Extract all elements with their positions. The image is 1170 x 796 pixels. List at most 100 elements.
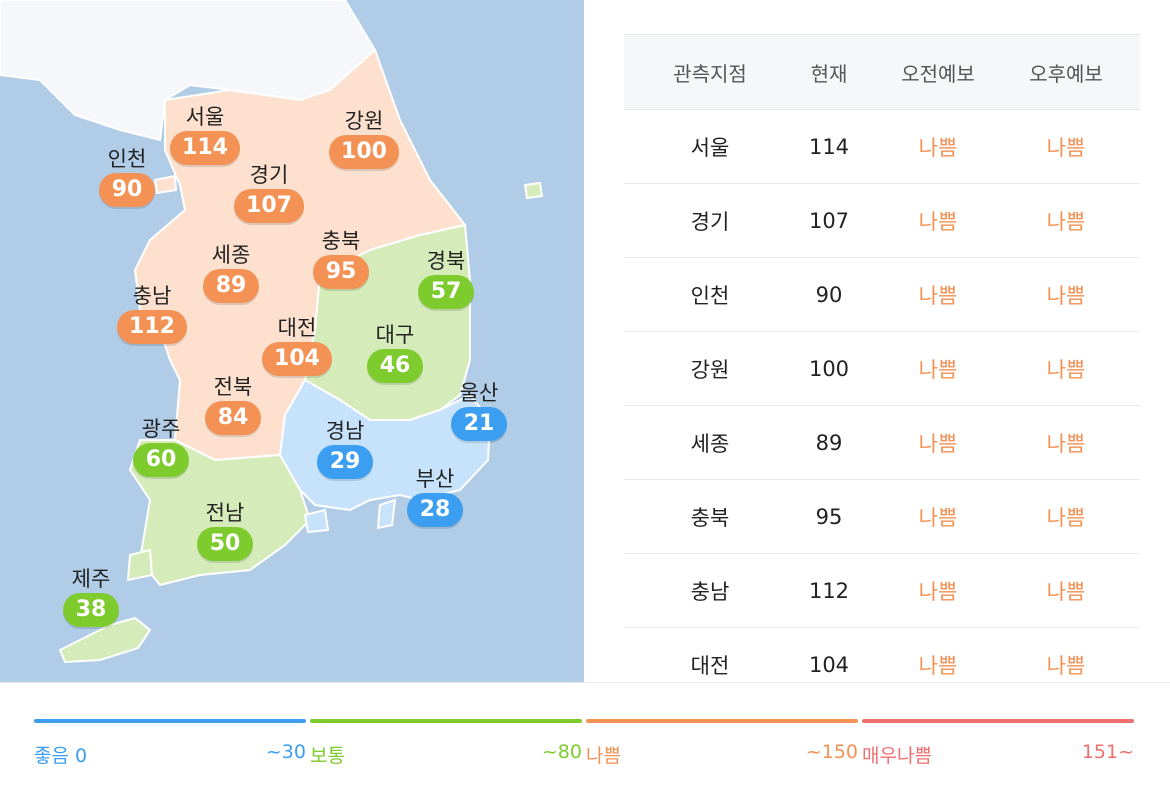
legend-bar [586,719,858,723]
pm-forecast-cell: 나쁨 [1046,653,1086,678]
region-marker[interactable]: 광주 60 [133,416,189,477]
incheon-island [153,174,178,195]
region-marker[interactable]: 경기 107 [234,162,304,223]
region-value-badge: 29 [317,445,373,479]
table-body: 서울 114 나쁨 나쁨 경기 107 나쁨 나쁨 인천 90 나쁨 나쁨 강원 100 나쁨 나쁨 세종 89 나… [624,110,1140,682]
am-forecast-cell: 나쁨 [918,653,958,678]
current-cell: 107 [808,208,850,233]
current-cell: 95 [815,504,843,529]
region-value-badge: 104 [262,342,332,376]
region-value-badge: 100 [329,135,399,169]
region-marker[interactable]: 울산 21 [451,380,507,441]
region-marker[interactable]: 경남 29 [317,418,373,479]
region-value-badge: 21 [451,407,507,441]
table-row: 세종 89 나쁨 나쁨 [624,406,1140,480]
current-cell: 89 [815,430,843,455]
header-station: 관측지점 [673,61,747,86]
table-row: 서울 114 나쁨 나쁨 [624,110,1140,184]
region-name: 세종 [211,243,251,267]
legend-max: ~80 [541,741,582,763]
current-cell: 112 [808,578,850,603]
geoje-island [376,498,397,530]
region-name: 경남 [325,419,365,443]
region-marker[interactable]: 전북 84 [205,374,261,435]
table-row: 충남 112 나쁨 나쁨 [624,554,1140,628]
region-name: 전북 [213,375,253,399]
region-marker[interactable]: 인천 90 [99,146,155,207]
header-pm-forecast: 오후예보 [1029,61,1103,86]
legend-bar [862,719,1134,723]
legend-bar [310,719,582,723]
region-marker[interactable]: 대전 104 [262,315,332,376]
pm-forecast-cell: 나쁨 [1046,135,1086,160]
legend-item: 좋음 0 ~30 [34,719,306,767]
region-value-badge: 46 [367,349,423,383]
pm-forecast-cell: 나쁨 [1046,357,1086,382]
region-marker[interactable]: 전남 50 [197,500,253,561]
region-marker[interactable]: 대구 46 [367,322,423,383]
region-name: 경북 [426,249,466,273]
small-island-east [523,181,544,200]
region-value-badge: 57 [418,275,474,309]
region-marker[interactable]: 경북 57 [418,248,474,309]
legend-label: 매우나쁨 [862,745,932,767]
station-cell: 서울 [690,135,730,160]
pm-forecast-cell: 나쁨 [1046,209,1086,234]
current-cell: 100 [808,356,850,381]
current-cell: 114 [808,134,850,159]
region-value-badge: 89 [203,269,259,303]
table-row: 강원 100 나쁨 나쁨 [624,332,1140,406]
legend-bar [34,719,306,723]
am-forecast-cell: 나쁨 [918,209,958,234]
station-cell: 대전 [690,653,730,678]
legend-max: 151~ [1081,741,1134,763]
legend-item: 보통 ~80 [310,719,582,767]
jeju-island [58,616,152,664]
region-value-badge: 107 [234,189,304,223]
legend-item: 매우나쁨 151~ [862,719,1134,767]
air-quality-map: 서울 114 인천 90 경기 107 강원 100 세종 89 충북 95 경북 57 충남 112 대전 10… [0,0,584,682]
pm-forecast-cell: 나쁨 [1046,505,1086,530]
region-value-badge: 28 [407,493,463,527]
am-forecast-cell: 나쁨 [918,357,958,382]
legend-label: 보통 [310,745,345,767]
table-row: 경기 107 나쁨 나쁨 [624,184,1140,258]
region-name: 부산 [415,467,455,491]
region-name: 광주 [141,417,181,441]
region-value-badge: 60 [133,443,189,477]
region-name: 인천 [107,147,147,171]
region-name: 대구 [375,323,415,347]
legend-max: ~150 [805,741,858,763]
region-name: 강원 [344,109,384,133]
region-value-badge: 112 [117,310,187,344]
region-marker[interactable]: 충북 95 [313,228,369,289]
region-marker[interactable]: 충남 112 [117,283,187,344]
region-name: 충남 [132,284,172,308]
table-header: 관측지점 현재 오전예보 오후예보 [624,34,1140,110]
header-current: 현재 [810,61,848,86]
region-value-badge: 50 [197,527,253,561]
legend-item: 나쁨 ~150 [586,719,858,767]
station-cell: 세종 [690,431,730,456]
region-marker[interactable]: 부산 28 [407,466,463,527]
legend-label: 나쁨 [586,745,621,767]
am-forecast-cell: 나쁨 [918,135,958,160]
station-cell: 충북 [690,505,730,530]
region-name: 경기 [249,163,289,187]
legend-label: 좋음 0 [34,745,88,767]
namhae-island [303,508,330,534]
region-marker[interactable]: 서울 114 [170,104,240,165]
region-value-badge: 84 [205,401,261,435]
pm-forecast-cell: 나쁨 [1046,579,1086,604]
station-cell: 인천 [690,283,730,308]
region-marker[interactable]: 제주 38 [63,566,119,627]
pm-forecast-cell: 나쁨 [1046,283,1086,308]
region-name: 서울 [185,105,225,129]
region-marker[interactable]: 세종 89 [203,242,259,303]
region-value-badge: 38 [63,593,119,627]
region-value-badge: 114 [170,131,240,165]
region-marker[interactable]: 강원 100 [329,108,399,169]
header-am-forecast: 오전예보 [901,61,975,86]
current-cell: 104 [808,652,850,677]
am-forecast-cell: 나쁨 [918,579,958,604]
